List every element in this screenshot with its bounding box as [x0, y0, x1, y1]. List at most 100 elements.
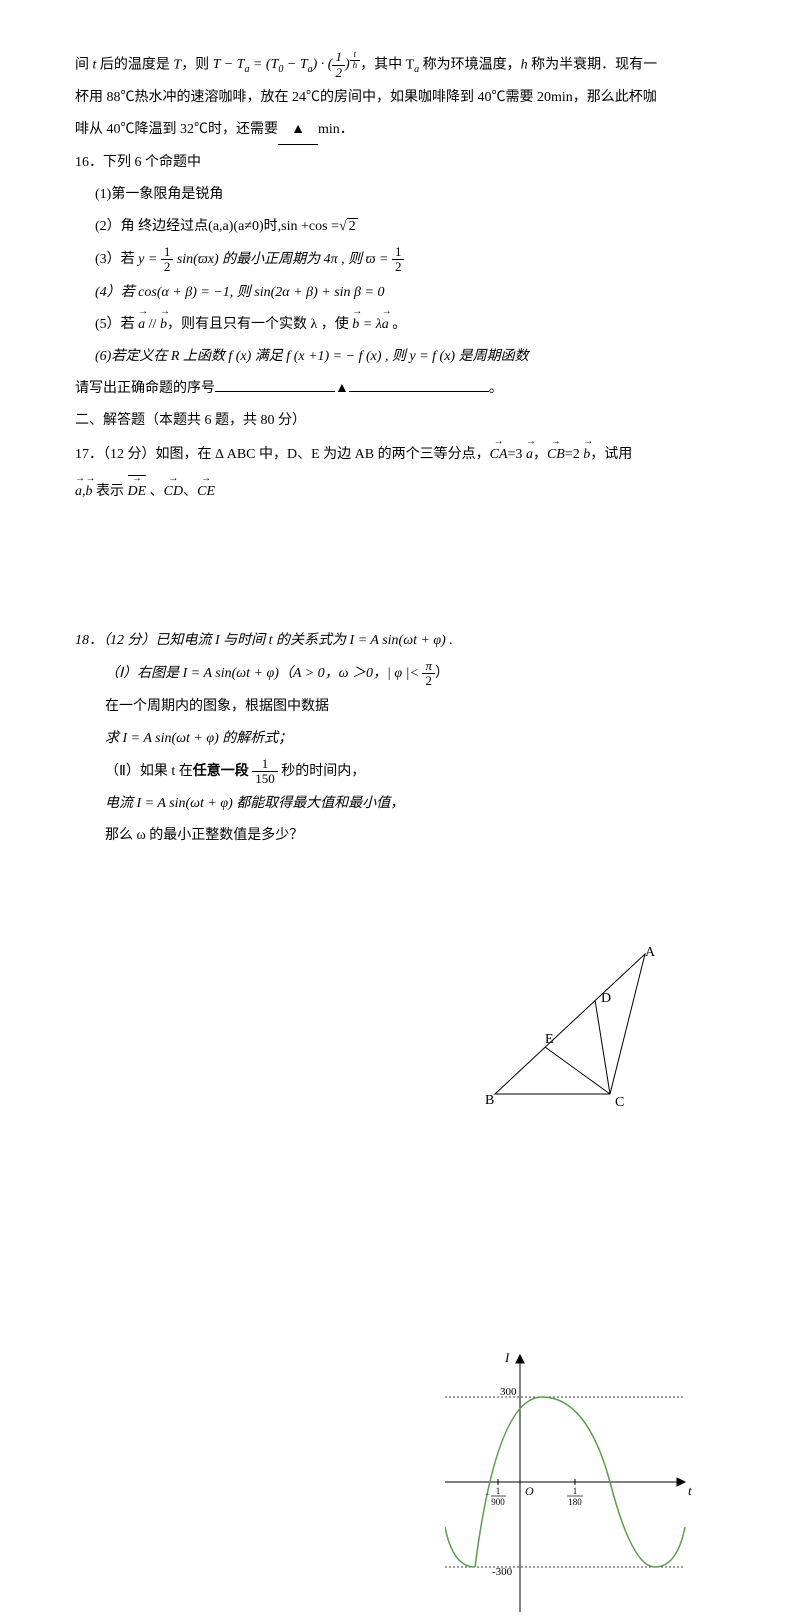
den: 2: [422, 674, 435, 688]
text: ，其中 T: [360, 57, 414, 72]
x1-label: − 1 900: [485, 1486, 506, 1507]
sine-curve-left: [445, 1527, 475, 1567]
q16-s5: (5）若 a // b，则有且只有一个实数 λ ，使 b = λa 。: [75, 311, 725, 339]
q16-s1: (1)第一象限角是锐角: [75, 181, 725, 209]
text: ，则: [181, 57, 213, 72]
text: ）: [435, 666, 449, 681]
y-max-label: 300: [500, 1386, 517, 1398]
text: 秒的时间内，: [278, 764, 366, 779]
formula: T − T: [213, 57, 245, 72]
blank: [215, 391, 335, 392]
num: 1: [161, 245, 174, 260]
x2-label: 1 180: [567, 1486, 583, 1507]
text: 17．（12 分）如图，在 Δ ABC 中，D、E 为边 AB 的两个三等分点，: [75, 447, 490, 462]
q15-line3: 啡从 40℃降温到 32℃时，还需要 ▲ min．: [75, 116, 725, 145]
label-B: B: [485, 1093, 494, 1108]
text: 。: [389, 317, 407, 332]
q15-line1: 间 t 后的温度是 T，则 T − Ta = (T0 − Ta) · (12)t…: [75, 50, 725, 80]
text: = (T: [249, 57, 278, 72]
vec-b: b: [160, 311, 167, 339]
sqrt-val: 2: [347, 218, 358, 234]
vec-b2: b: [352, 311, 359, 339]
origin-label: O: [525, 1484, 534, 1498]
q18-header: 18．（12 分）已知电流 I 与时间 t 的关系式为 I = A sin(ωt…: [75, 627, 725, 655]
q16-answer: 请写出正确命题的序号 ▲ 。: [75, 375, 725, 403]
text: (5）若: [95, 317, 138, 332]
vec-ca: CA: [490, 439, 508, 471]
q16-header: 16．下列 6 个命题中: [75, 149, 725, 177]
den: 2: [332, 66, 345, 80]
bold-text: 任意一段: [193, 764, 249, 779]
sqrt: 2: [339, 213, 358, 241]
text: sin(ϖx) 的最小正周期为 4π , 则 ϖ =: [173, 252, 392, 267]
q18-p2: 在一个周期内的图象，根据图中数据: [75, 693, 725, 721]
label-C: C: [615, 1095, 624, 1110]
sine-figure: I t O 300 -300 − 1 900 1 180: [445, 1347, 695, 1617]
answer-blank: ▲: [278, 116, 318, 145]
text: (2）角 终边经过点(a,a)(a≠0)时,sin +cos =: [95, 219, 339, 234]
q18-p3: 求 I = A sin(ωt + φ) 的解析式；: [75, 725, 725, 753]
text: (3）若: [95, 252, 138, 267]
text: =2: [565, 447, 583, 462]
text: （Ⅱ）如果 t 在: [105, 764, 193, 779]
text: ，则有且只有一个实数 λ ，使: [167, 317, 352, 332]
text: min．: [318, 122, 354, 137]
label-E: E: [545, 1032, 554, 1047]
text: （Ⅰ）右图是 I = A sin(ωt + φ)（A > 0，ω ＞0，| φ …: [105, 666, 422, 681]
q18-p4: （Ⅱ）如果 t 在任意一段 1150 秒的时间内，: [75, 757, 725, 787]
vec-ce: CE: [197, 476, 215, 508]
x-axis-label: t: [688, 1483, 692, 1498]
vec-cb: CB: [547, 439, 565, 471]
sep: 、: [146, 484, 164, 499]
blank: [349, 391, 489, 392]
y-axis-label: I: [504, 1350, 510, 1365]
svg-text:1: 1: [573, 1486, 578, 1496]
var-h: h: [521, 57, 528, 72]
text: 称为环境温度，: [419, 57, 521, 72]
text: 后的温度是: [96, 57, 173, 72]
den: 150: [252, 772, 278, 786]
y-min-label: -300: [492, 1566, 513, 1578]
parallel: //: [145, 317, 160, 332]
sep: 、: [183, 484, 197, 499]
svg-text:1: 1: [496, 1486, 501, 1496]
text: 称为半衰期．现有一: [528, 57, 658, 72]
q18-p6: 那么 ω 的最小正整数值是多少？: [75, 822, 725, 850]
eq: = λ: [359, 317, 382, 332]
spacer: [75, 512, 725, 627]
vec-a: a: [526, 439, 533, 471]
vec-b: b: [86, 476, 93, 508]
section2-header: 二、解答题（本题共 6 题，共 80 分）: [75, 407, 725, 435]
triangle-figure: B C A D E: [485, 944, 655, 1114]
q16-s6: (6)若定义在 R 上函数 f (x) 满足 f (x +1) = − f (x…: [75, 343, 725, 371]
vec-cd: CD: [164, 476, 183, 508]
q16-s4: (4）若 cos(α + β) = −1, 则 sin(2α + β) + si…: [75, 279, 725, 307]
y-eq: y =: [138, 252, 161, 267]
label-A: A: [645, 945, 655, 960]
exp-den: h: [350, 61, 361, 71]
num: 1: [392, 245, 405, 260]
q16-s2: (2）角 终边经过点(a,a)(a≠0)时,sin +cos = 2: [75, 213, 725, 241]
text: ，: [533, 447, 547, 462]
num: π: [422, 659, 435, 674]
q18-p1: （Ⅰ）右图是 I = A sin(ωt + φ)（A > 0，ω ＞0，| φ …: [75, 659, 495, 689]
vec-de: DE: [128, 475, 147, 508]
blank-mark: ▲: [335, 381, 349, 396]
q15-line2: 杯用 88℃热水冲的速溶咖啡，放在 24℃的房间中，如果咖啡降到 40℃需要 2…: [75, 84, 725, 112]
text: ) · (: [313, 57, 333, 72]
svg-text:−: −: [485, 1489, 490, 1499]
q18-p5: 电流 I = A sin(ωt + φ) 都能取得最大值和最小值，: [75, 790, 725, 818]
svg-text:180: 180: [568, 1497, 582, 1507]
q16-s3: (3）若 y = 12 sin(ϖx) 的最小正周期为 4π , 则 ϖ = 1…: [75, 245, 725, 275]
text: 啡从 40℃降温到 32℃时，还需要: [75, 122, 278, 137]
q17: 17．（12 分）如图，在 Δ ABC 中，D、E 为边 AB 的两个三等分点，…: [75, 439, 725, 508]
vec-a2: a: [382, 311, 389, 339]
text: − T: [283, 57, 307, 72]
q18: 18．（12 分）已知电流 I 与时间 t 的关系式为 I = A sin(ωt…: [75, 627, 725, 850]
text: 。: [489, 381, 503, 396]
den: 2: [392, 260, 405, 274]
text: 请写出正确命题的序号: [75, 381, 215, 396]
text: 表示: [93, 484, 128, 499]
text: ，试用: [590, 447, 632, 462]
blank-mark: ▲: [291, 122, 305, 137]
